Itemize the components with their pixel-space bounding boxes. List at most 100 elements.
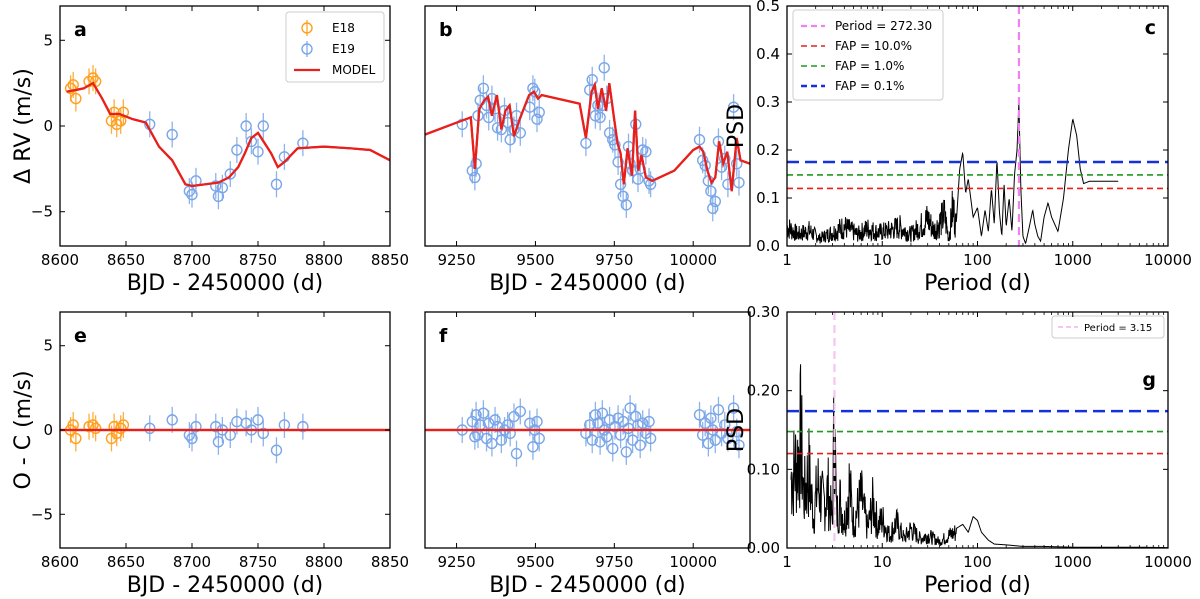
y-axis-label: PSD — [724, 104, 749, 148]
point-e19 — [709, 195, 721, 208]
panel-label: g — [1142, 369, 1156, 391]
point-e19 — [586, 434, 598, 446]
point-e19 — [510, 447, 523, 460]
x-tick-label: 8850 — [371, 553, 409, 571]
point-e19 — [210, 180, 222, 192]
point-e19 — [640, 146, 652, 158]
legend-entry: Period = 272.30 — [835, 19, 932, 33]
point-e19 — [594, 111, 606, 124]
point-e19 — [614, 178, 627, 190]
point-e19 — [504, 134, 516, 146]
y-tick-label: 0.20 — [747, 382, 780, 400]
x-axis-label: BJD - 2450000 (d) — [127, 271, 324, 296]
point-e19 — [529, 86, 541, 98]
point-e19 — [607, 442, 619, 455]
x-axis-label: Period (d) — [924, 271, 1031, 296]
legend-box — [285, 11, 385, 83]
point-e19 — [712, 404, 725, 416]
plot-area — [64, 65, 390, 210]
y-tick-label: 0.30 — [747, 303, 780, 321]
y-tick-label: 0.5 — [756, 0, 780, 15]
legend-entry: E18 — [332, 21, 355, 35]
x-axis-label: BJD - 2450000 (d) — [489, 573, 686, 598]
point-e19 — [210, 420, 222, 433]
legend-entry: FAP = 0.1% — [835, 79, 904, 93]
point-e19 — [727, 101, 740, 113]
y-tick-label: 5 — [43, 31, 53, 49]
point-e19 — [709, 434, 721, 446]
x-tick-label: 10000 — [669, 553, 717, 571]
point-e19 — [702, 437, 715, 450]
periodogram-line — [787, 103, 1119, 245]
x-tick-label: 10000 — [1144, 251, 1192, 269]
point-e19 — [297, 420, 309, 433]
y-tick-label: 0.4 — [756, 45, 780, 63]
point-e19 — [245, 135, 258, 148]
point-e19 — [637, 417, 649, 429]
y-axis-label: Δ RV (m/s) — [11, 68, 36, 184]
point-e19 — [469, 171, 481, 184]
x-tick-label: 9250 — [437, 553, 475, 571]
x-tick-label: 10000 — [1144, 553, 1192, 571]
x-tick-label: 10 — [873, 251, 892, 269]
x-tick-label: 8600 — [41, 251, 79, 269]
panel-label: a — [74, 19, 87, 41]
point-e19 — [612, 156, 624, 168]
panel-g: Period = 3.15 1 10 100 1000 10000 0.00 0.10 0.20… — [724, 303, 1192, 598]
point-e19 — [514, 405, 526, 418]
point-e19 — [531, 415, 543, 428]
x-tick-label: 8700 — [173, 251, 211, 269]
plot-frame — [424, 311, 751, 549]
point-e19 — [186, 432, 198, 445]
y-tick-label: 0.2 — [756, 141, 780, 159]
point-e19 — [166, 128, 178, 141]
point-e19 — [731, 158, 743, 170]
point-e19 — [632, 173, 644, 185]
point-e19 — [186, 188, 198, 201]
legend: Period = 3.15 — [1051, 315, 1165, 339]
point-e19 — [470, 409, 482, 421]
model-line — [66, 81, 390, 188]
panel-label: c — [1145, 17, 1156, 39]
y-tick-label: −5 — [31, 203, 53, 221]
x-axis-label: BJD - 2450000 (d) — [489, 271, 686, 296]
point-e19 — [634, 439, 646, 451]
point-e19 — [533, 432, 545, 445]
plot-area — [425, 54, 750, 222]
model-line-top — [66, 81, 390, 188]
plot-area — [425, 395, 750, 467]
y-tick-label: 0.00 — [747, 539, 780, 557]
y-tick-label: 0.0 — [756, 237, 780, 255]
legend-entry: FAP = 10.0% — [835, 39, 912, 53]
point-e19 — [252, 414, 264, 426]
x-tick-label: 8750 — [239, 553, 277, 571]
point-e19 — [722, 432, 734, 445]
point-e19 — [624, 402, 636, 414]
model-line-top — [425, 81, 750, 192]
point-e19 — [252, 146, 264, 158]
chart-layer: E18 E19 MODEL 8600 8650 8700 8750 8800 8850 −5 0 5 Δ… — [11, 0, 1192, 598]
legend: Period = 272.30 FAP = 10.0% FAP = 1.0% FAP … — [792, 9, 944, 101]
legend-entry: E19 — [332, 42, 355, 56]
periodogram-line — [790, 364, 1168, 548]
point-e19 — [483, 111, 495, 124]
point-e19 — [531, 113, 543, 125]
x-tick-label: 8750 — [239, 251, 277, 269]
point-e19 — [466, 164, 479, 177]
panel-e: 8600 8650 8700 8750 8800 8850 −5 0 5 O - C (m/s) B… — [11, 311, 409, 598]
panel-b: 9250 9500 9750 10000 BJD - 2450000 (d) b — [424, 5, 751, 296]
point-e19 — [731, 425, 743, 438]
point-e19 — [240, 120, 252, 132]
x-tick-label: 100 — [963, 251, 992, 269]
legend-box — [1051, 315, 1165, 339]
x-axis-label: BJD - 2450000 (d) — [127, 573, 324, 598]
point-e19 — [144, 422, 156, 435]
point-e19 — [707, 202, 719, 214]
legend-entry: MODEL — [332, 63, 376, 77]
point-e19 — [495, 434, 508, 446]
y-tick-label: 0 — [43, 117, 53, 135]
point-e19 — [489, 414, 501, 426]
point-e19 — [693, 134, 706, 146]
point-e18 — [111, 118, 123, 130]
x-tick-label: 100 — [963, 553, 992, 571]
